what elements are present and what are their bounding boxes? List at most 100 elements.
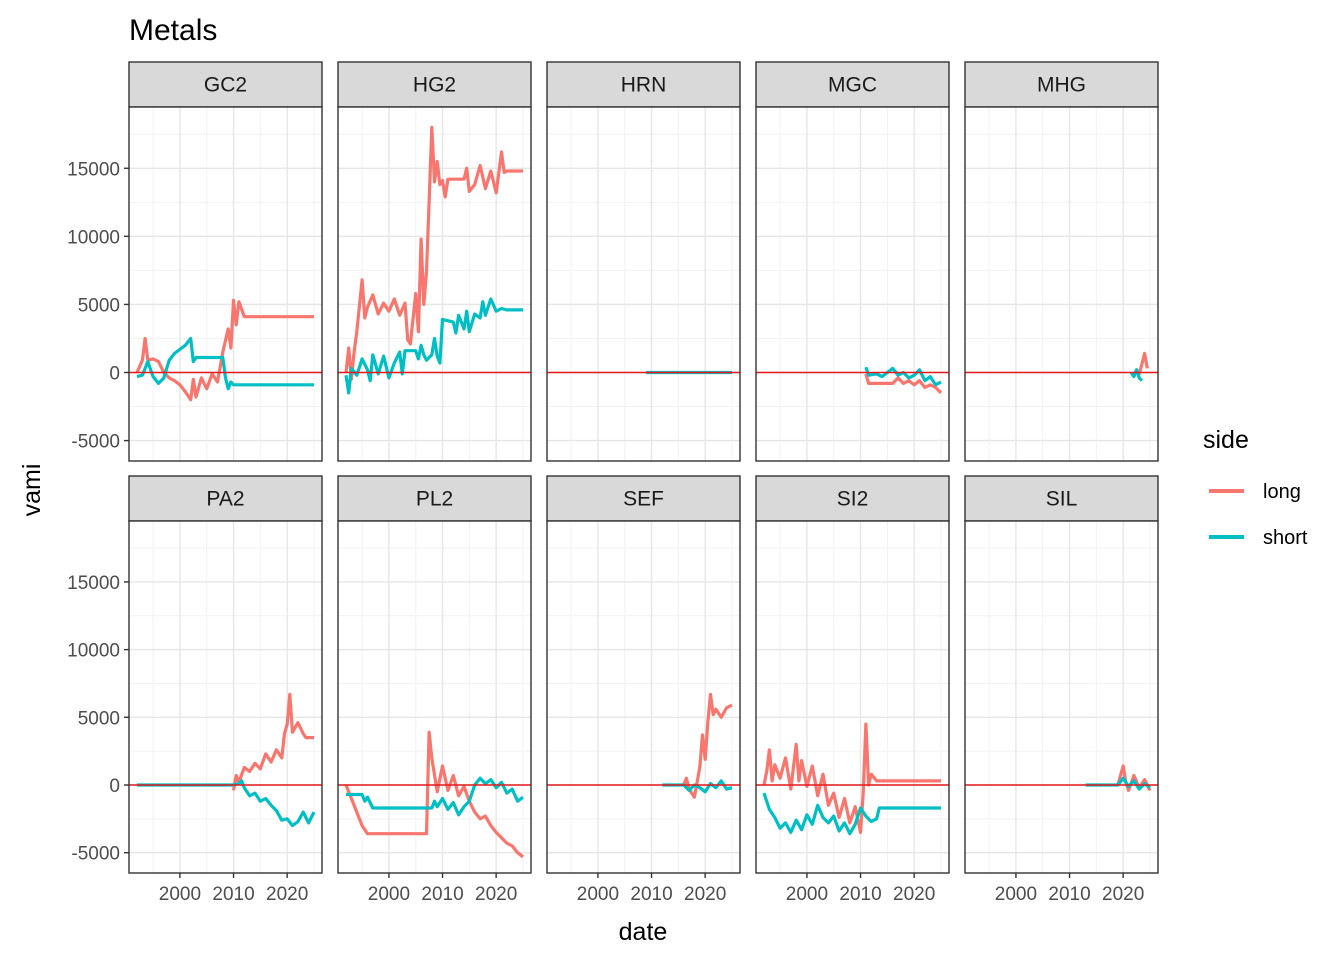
series-group xyxy=(135,298,314,402)
series-group xyxy=(344,730,524,859)
panel-border xyxy=(337,520,532,874)
facet-panel-hrn: HRN xyxy=(546,61,741,462)
x-tick-label: 2020 xyxy=(266,884,308,905)
series-line-short xyxy=(1129,368,1144,382)
plot-background xyxy=(965,521,1158,873)
panel-border xyxy=(546,106,741,462)
plot-background xyxy=(756,521,949,873)
y-tick-label: -5000 xyxy=(71,432,120,453)
series-line-long xyxy=(135,298,314,402)
panel-border xyxy=(964,106,1159,462)
panel-border xyxy=(546,520,741,874)
facet-strip xyxy=(337,61,532,108)
y-tick-label: 15000 xyxy=(67,573,120,594)
facet-panel-mhg: MHG xyxy=(964,61,1159,462)
series-line-short xyxy=(762,792,941,836)
y-tick-label: 5000 xyxy=(78,708,120,729)
x-axes: 2000 2010 2020 2000 2010 2020 2000 2010 2020 2000… xyxy=(159,873,1144,905)
y-tick-label: 15000 xyxy=(67,159,120,180)
x-tick-label: 2000 xyxy=(159,884,201,905)
facet-strip xyxy=(128,61,323,108)
facet-strip-label: MGC xyxy=(828,74,877,97)
series-line-long xyxy=(864,373,943,395)
x-tick-label: 2020 xyxy=(1102,884,1144,905)
gridlines xyxy=(756,521,949,873)
series-group xyxy=(1129,351,1149,382)
chart-title: Metals xyxy=(129,14,217,47)
gridlines xyxy=(547,107,740,461)
gridlines xyxy=(756,107,949,461)
facet-strip xyxy=(337,475,532,522)
facet-panel-pa2: PA2 xyxy=(128,475,323,874)
x-tick-label: 2000 xyxy=(368,884,410,905)
x-tick-label: 2000 xyxy=(786,884,828,905)
facet-panels: GC2 HG2 HRN MGC MHG PA2 PL2 SEF SI2 SIL xyxy=(128,61,1159,874)
plot-background xyxy=(547,521,740,873)
facet-panel-mgc: MGC xyxy=(755,61,950,462)
facet-strip-label: HG2 xyxy=(413,74,456,97)
series-line-long xyxy=(344,730,524,859)
series-line-short xyxy=(346,776,524,817)
x-tick-label: 2020 xyxy=(893,884,935,905)
plot-background xyxy=(547,107,740,461)
x-tick-label: 2010 xyxy=(421,884,463,905)
plot-background xyxy=(338,521,531,873)
y-axes: -5000 0 5000 10000 15000 -5000 0 5000 10000 15000 xyxy=(67,159,129,865)
panel-border xyxy=(128,106,323,462)
plot-background xyxy=(965,107,1158,461)
x-tick-label: 2000 xyxy=(577,884,619,905)
y-tick-label: 0 xyxy=(109,776,120,797)
legend-title: side xyxy=(1203,426,1249,454)
series-line-short xyxy=(137,779,316,828)
facet-panel-hg2: HG2 xyxy=(337,61,532,462)
facet-strip-label: SIL xyxy=(1046,488,1078,511)
facet-panel-si2: SI2 xyxy=(755,475,950,874)
plot-background xyxy=(129,107,322,461)
gridlines xyxy=(129,107,322,461)
plot-background xyxy=(756,107,949,461)
facet-strip xyxy=(964,475,1159,522)
y-tick-label: 5000 xyxy=(78,295,120,316)
legend: side long short xyxy=(1203,426,1308,549)
series-line-long xyxy=(231,692,314,791)
facet-strip-label: GC2 xyxy=(204,74,247,97)
series-line-long xyxy=(344,125,523,381)
y-tick-label: 10000 xyxy=(67,641,120,662)
x-tick-label: 2010 xyxy=(1048,884,1090,905)
facet-strip-label: PA2 xyxy=(206,488,244,511)
legend-entries: long short xyxy=(1209,481,1308,549)
legend-label-long: long xyxy=(1263,481,1301,503)
facet-strip-label: SI2 xyxy=(837,488,869,511)
series-line-short xyxy=(662,779,733,794)
series-line-short xyxy=(344,297,523,395)
series-group xyxy=(137,692,316,828)
x-axis-title: date xyxy=(619,918,668,946)
x-tick-label: 2000 xyxy=(995,884,1037,905)
x-tick-label: 2020 xyxy=(475,884,517,905)
facet-strip-label: MHG xyxy=(1037,74,1086,97)
facet-panel-sef: SEF xyxy=(546,475,741,874)
facet-strip xyxy=(755,475,950,522)
facet-strip-label: HRN xyxy=(621,74,667,97)
series-group xyxy=(344,125,523,395)
x-tick-label: 2010 xyxy=(630,884,672,905)
x-tick-label: 2020 xyxy=(684,884,726,905)
panel-border xyxy=(964,520,1159,874)
series-group xyxy=(662,692,733,799)
panel-border xyxy=(755,106,950,462)
panel-border xyxy=(337,106,532,462)
x-tick-label: 2010 xyxy=(212,884,254,905)
facet-panel-pl2: PL2 xyxy=(337,475,532,874)
facet-strip-label: PL2 xyxy=(416,488,453,511)
legend-label-short: short xyxy=(1263,527,1308,549)
facet-panel-gc2: GC2 xyxy=(128,61,323,462)
facet-panel-sil: SIL xyxy=(964,475,1159,874)
panel-border xyxy=(128,520,323,874)
plot-background xyxy=(129,521,322,873)
facet-strip xyxy=(755,61,950,108)
y-tick-label: 0 xyxy=(109,364,120,385)
series-line-short xyxy=(136,336,314,391)
panel-border xyxy=(755,520,950,874)
y-axis-title: vami xyxy=(18,464,46,517)
